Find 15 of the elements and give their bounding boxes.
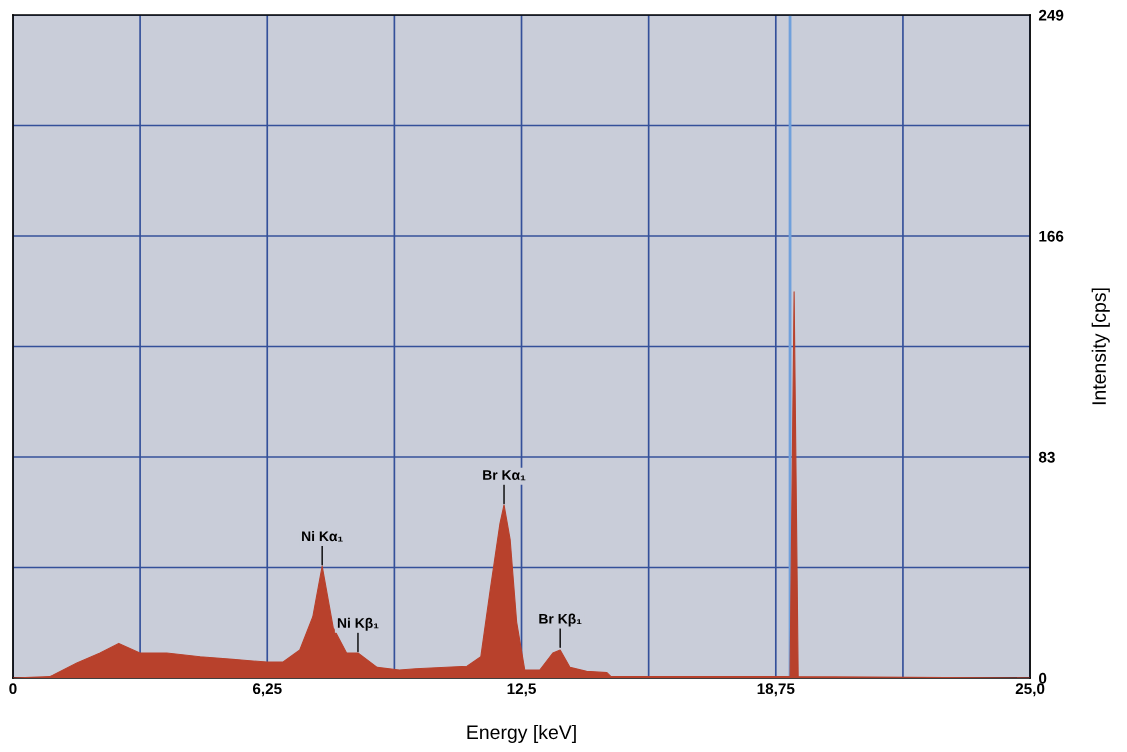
annotation: Br Kα₁	[483, 470, 526, 481]
y-axis-title: Intensity [cps]	[1091, 288, 1110, 405]
annotation: Ni Kβ₁	[337, 617, 379, 631]
x-axis-title: Energy [keV]	[467, 724, 576, 744]
y-tick-label: 249	[1038, 9, 1064, 21]
y-tick-label: 83	[1038, 451, 1055, 463]
y-tick-label: 0	[1039, 672, 1047, 684]
x-tick-label: 12,5	[507, 683, 536, 697]
x-tick-label: 0	[9, 683, 17, 695]
annotation: Ni Kα₁	[302, 531, 343, 542]
x-tick-label: 6,25	[252, 683, 282, 697]
y-tick-label: 166	[1039, 230, 1064, 242]
x-tick-label: 18,75	[757, 683, 795, 697]
x-tick-label: 25,0	[1015, 683, 1045, 697]
annotation: Br Kβ₁	[539, 613, 582, 627]
